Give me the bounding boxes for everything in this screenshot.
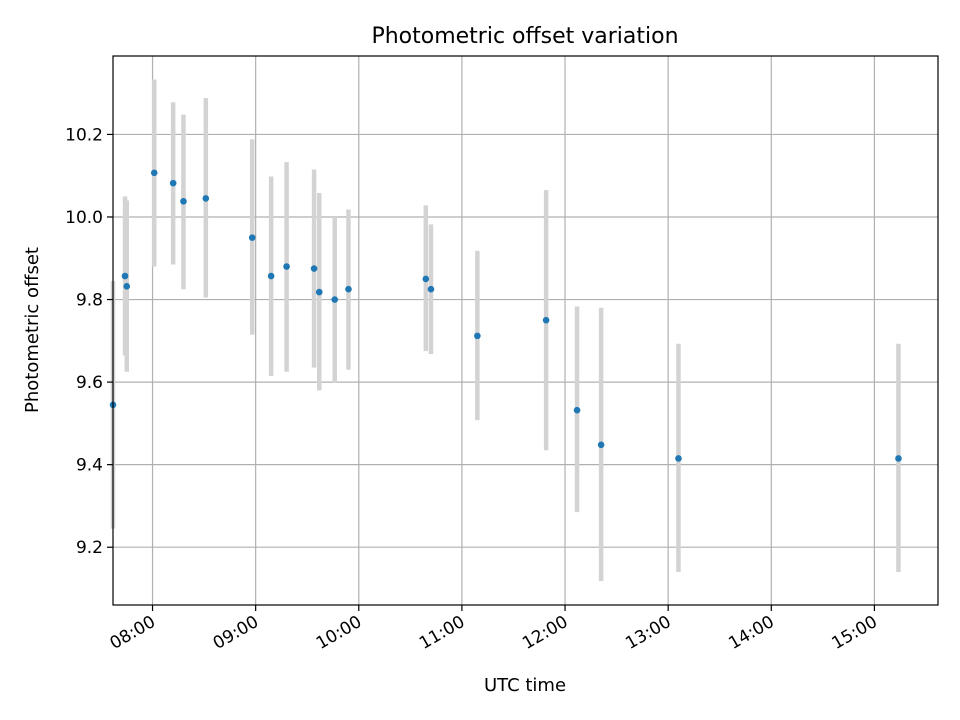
data-point: [310, 265, 318, 272]
chart-title: Photometric offset variation: [371, 24, 678, 49]
y-tick-label: 9.8: [76, 291, 103, 311]
y-tick-label: 10.0: [65, 208, 103, 228]
data-point: [267, 272, 275, 280]
data-point: [283, 263, 290, 270]
data-point: [422, 275, 430, 283]
y-axis-label: Photometric offset: [22, 247, 43, 413]
data-point: [675, 455, 682, 462]
data-point: [542, 316, 550, 324]
data-point: [121, 272, 129, 280]
y-axis-ticks: 9.2 9.4 9.6 9.8 10.0 10.2: [65, 125, 113, 558]
x-axis-label: UTC time: [484, 675, 566, 696]
plot-frame: [112, 55, 939, 606]
y-tick-label: 9.4: [76, 456, 103, 476]
data-point: [180, 197, 187, 205]
data-point: [345, 285, 352, 293]
data-point: [169, 179, 177, 187]
y-tick-label: 10.2: [65, 125, 103, 145]
data-point: [895, 455, 902, 462]
y-tick-label: 9.6: [76, 373, 103, 393]
data-point: [573, 406, 581, 414]
data-point: [315, 288, 323, 296]
data-point: [331, 296, 339, 303]
data-point: [202, 195, 210, 202]
data-points: [109, 169, 902, 462]
data-point: [248, 234, 256, 241]
data-point: [474, 332, 481, 340]
data-point: [150, 169, 158, 177]
data-point: [123, 283, 131, 290]
data-point: [597, 441, 605, 449]
data-point: [427, 285, 435, 293]
y-tick-label: 9.2: [76, 538, 103, 558]
